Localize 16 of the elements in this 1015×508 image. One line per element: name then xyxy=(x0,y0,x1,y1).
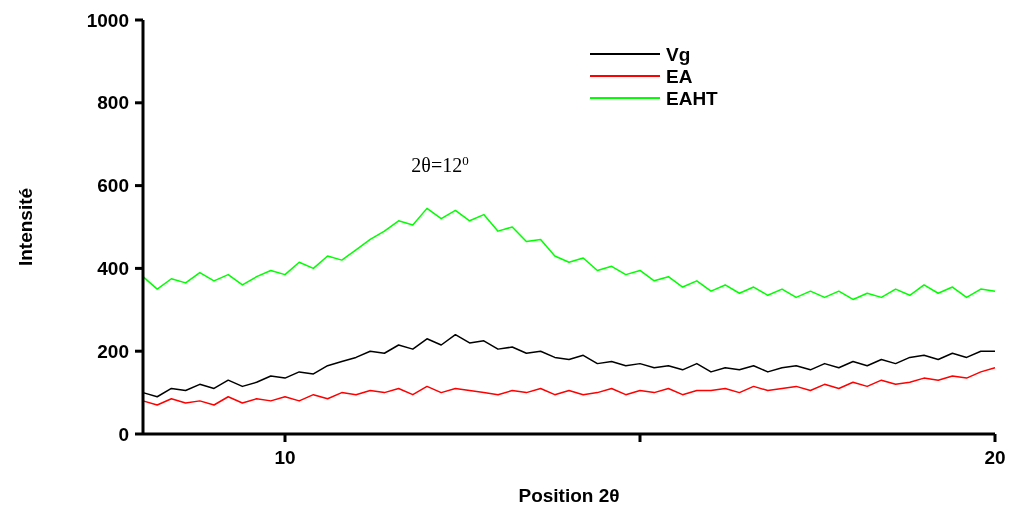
line-series xyxy=(142,367,996,406)
x-tick-label: 20 xyxy=(984,447,1006,468)
y-tick-label: 200 xyxy=(97,340,129,362)
legend-label: EA xyxy=(666,65,693,87)
legend-label: Vg xyxy=(666,43,691,65)
y-tick-label: 0 xyxy=(118,423,129,445)
line-series xyxy=(142,207,996,301)
y-tick-label: 600 xyxy=(97,175,129,197)
y-tick-label: 400 xyxy=(97,258,129,280)
y-axis-title: Intensité xyxy=(15,187,36,267)
annotation: 2θ=12$^{0}$ xyxy=(411,152,469,176)
x-axis-title: Position 2θ xyxy=(518,485,620,506)
legend-label: EAHT xyxy=(666,87,719,109)
y-tick-label: 800 xyxy=(97,92,129,114)
x-tick-label: 10 xyxy=(274,447,296,468)
y-tick-label: 1000 xyxy=(86,9,129,31)
